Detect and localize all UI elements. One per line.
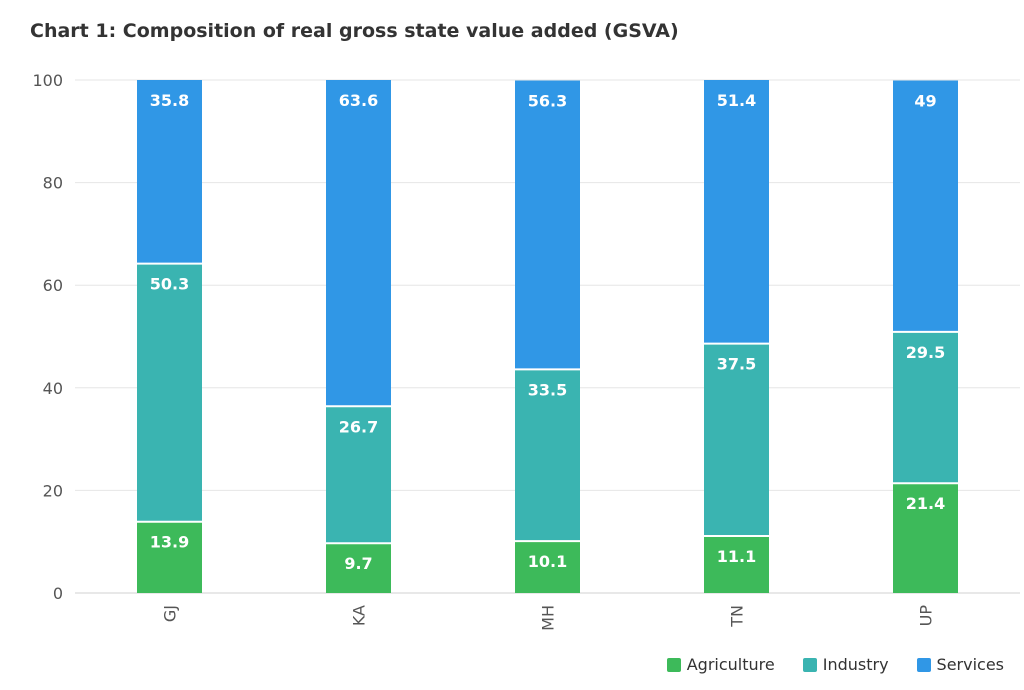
legend: Agriculture Industry Services [639,655,1004,674]
data-label-agriculture-mh: 10.1 [528,552,567,571]
bar-segment-industry-mh [515,369,580,542]
data-label-industry-ka: 26.7 [339,417,378,436]
y-tick-label: 20 [43,481,63,500]
x-tick-label: MH [539,605,558,631]
bar-segment-services-mh [515,80,580,370]
data-label-services-gj: 35.8 [150,91,189,110]
data-label-agriculture-tn: 11.1 [717,547,756,566]
data-label-industry-up: 29.5 [906,343,945,362]
bar-segment-agriculture-ka [326,543,391,593]
chart-title: Chart 1: Composition of real gross state… [30,20,679,42]
data-label-agriculture-up: 21.4 [906,494,945,513]
x-tick-label: TN [728,605,747,628]
data-label-services-mh: 56.3 [528,92,567,111]
data-label-agriculture-ka: 9.7 [344,554,372,573]
data-label-services-tn: 51.4 [717,91,756,110]
y-tick-label: 80 [43,174,63,193]
bars [137,80,958,593]
legend-label: Agriculture [686,655,775,674]
data-labels: 13.9 50.3 35.8 9.7 26.7 63.6 10.1 33.5 56.3 11.1 3… [150,91,945,573]
bar-segment-agriculture-tn [704,536,769,593]
data-label-services-ka: 63.6 [339,91,378,110]
data-label-services-up: 49 [914,92,936,111]
y-tick-label: 60 [43,276,63,295]
legend-label: Services [936,655,1004,674]
bar-segment-agriculture-mh [515,541,580,593]
x-tick-label: GJ [161,605,180,622]
legend-swatch [916,657,931,672]
y-tick-label: 0 [53,584,63,603]
bar-segment-services-tn [704,80,769,344]
legend-item-agriculture[interactable]: Agriculture [666,655,775,674]
data-label-industry-mh: 33.5 [528,380,567,399]
data-label-industry-gj: 50.3 [150,275,189,294]
bar-segment-industry-tn [704,343,769,537]
bar-segment-industry-up [893,331,958,484]
bar-segment-agriculture-up [893,483,958,593]
x-tick-label: KA [350,605,369,626]
legend-swatch [666,657,681,672]
bar-segment-services-ka [326,80,391,407]
legend-swatch [802,657,817,672]
legend-item-services[interactable]: Services [916,655,1004,674]
legend-label: Industry [822,655,889,674]
bar-segment-agriculture-gj [137,521,202,593]
y-tick-labels: 0 20 40 60 80 100 [32,71,63,603]
x-tick-labels: GJ KA MH TN UP [161,605,936,631]
data-label-industry-tn: 37.5 [717,355,756,374]
x-tick-label: UP [917,605,936,627]
bar-segment-services-up [893,80,958,332]
y-tick-label: 100 [32,71,63,90]
legend-item-industry[interactable]: Industry [802,655,889,674]
data-label-agriculture-gj: 13.9 [150,533,189,552]
y-tick-label: 40 [43,379,63,398]
bar-segment-industry-ka [326,406,391,544]
bar-segment-industry-gj [137,263,202,522]
bar-segment-services-gj [137,80,202,264]
